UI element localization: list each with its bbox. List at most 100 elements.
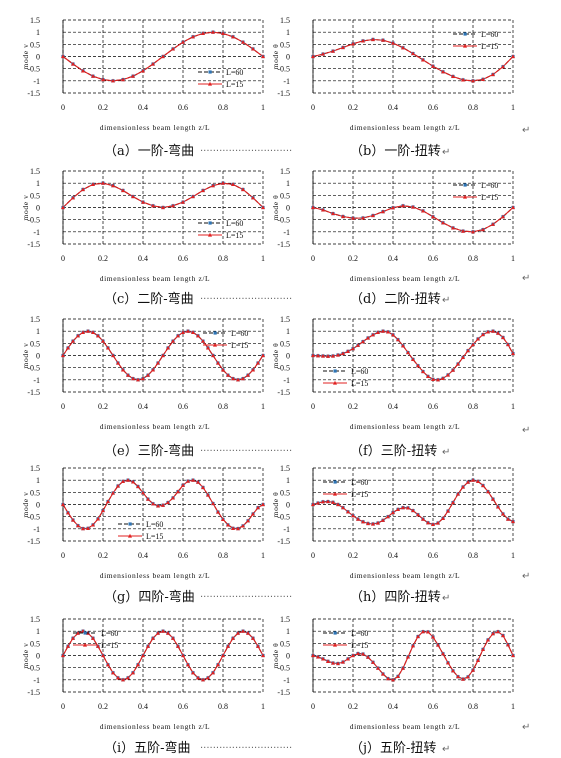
point-L15	[406, 654, 410, 659]
point-L15	[211, 501, 215, 506]
point-L15	[331, 211, 335, 216]
point-L15	[201, 677, 205, 682]
point-L15	[361, 38, 365, 43]
point-L15	[336, 352, 340, 357]
point-L15	[91, 182, 95, 186]
point-L15	[436, 377, 440, 382]
point-L15	[76, 630, 80, 635]
point-L15	[196, 479, 200, 484]
x-tick-label: 0	[61, 551, 65, 560]
point-L15	[196, 675, 200, 680]
y-tick-label: 1.5	[280, 16, 290, 25]
point-L15	[421, 57, 425, 62]
point-L15	[261, 353, 265, 358]
x-tick-label: 0	[311, 551, 315, 560]
point-L15	[131, 74, 135, 78]
point-L15	[231, 376, 235, 381]
point-L15	[406, 350, 410, 355]
point-L15	[151, 203, 155, 208]
point-L15	[181, 199, 185, 204]
x-tick-label: 0.6	[428, 103, 438, 112]
x-tick-label: 1	[261, 254, 265, 263]
legend-marker-L15	[213, 342, 217, 347]
paragraph-mark: ↵	[522, 125, 530, 136]
legend-marker-L60	[333, 480, 337, 484]
point-L15	[356, 343, 360, 347]
point-L15	[231, 34, 235, 39]
y-tick-label: 0.5	[30, 191, 40, 200]
point-L15	[421, 629, 425, 634]
x-tick-label: 0.6	[428, 551, 438, 560]
point-L15	[151, 61, 155, 66]
point-L15	[166, 500, 170, 505]
point-L15	[386, 676, 390, 681]
legend: L=60 L=15	[198, 68, 243, 89]
point-L15	[131, 194, 135, 199]
point-L15	[486, 489, 490, 494]
point-L15	[496, 504, 500, 509]
point-L15	[131, 376, 135, 381]
point-L15	[441, 220, 445, 225]
point-L15	[351, 513, 355, 518]
x-tick-label: 0.6	[178, 254, 188, 263]
point-L15	[61, 653, 65, 658]
point-L15	[146, 373, 150, 377]
caption-e: （e）三阶-弯曲	[104, 443, 194, 459]
point-L15	[61, 502, 65, 507]
legend-label-L15: L=15	[351, 379, 368, 388]
point-L15	[216, 360, 220, 365]
point-L15	[441, 376, 445, 380]
point-L15	[341, 659, 345, 664]
point-L15	[446, 508, 450, 513]
point-L15	[156, 630, 160, 635]
legend-label-L15: L=15	[481, 193, 498, 202]
caption-d: （d）二阶-扭转	[350, 292, 441, 307]
point-L15	[101, 653, 105, 658]
point-L15	[361, 339, 365, 344]
point-L15	[66, 644, 70, 648]
x-axis-label: dimensionless beam length z/L	[100, 722, 211, 731]
chart-f: 1.5 1 0.5 0 -0.5 -1 -1.5 0 0.2 0.4 0.6 0.8 1 mode θ di…	[271, 315, 530, 459]
x-tick-label: 0.8	[468, 702, 478, 711]
point-L15	[106, 499, 110, 504]
point-L15	[396, 674, 400, 679]
point-L15	[126, 477, 130, 482]
x-tick-label: 0.4	[388, 103, 398, 112]
point-L15	[351, 653, 355, 658]
point-L15	[121, 677, 125, 682]
point-L15	[91, 330, 95, 334]
point-L15	[96, 333, 100, 338]
y-tick-label: 0	[36, 652, 40, 661]
point-L15	[376, 330, 380, 334]
y-tick-label: 0	[36, 352, 40, 361]
point-L15	[401, 343, 405, 348]
point-L15	[81, 68, 85, 73]
point-L15	[321, 207, 325, 212]
x-tick-label: 0.8	[468, 551, 478, 560]
point-L15	[376, 520, 380, 525]
point-L15	[491, 328, 495, 333]
x-axis-label: dimensionless beam length z/L	[350, 722, 461, 731]
y-axis-label: mode θ	[271, 492, 280, 518]
point-L15	[336, 661, 340, 666]
x-axis-label: dimensionless beam length z/L	[350, 123, 461, 132]
x-tick-label: 1	[511, 254, 515, 263]
point-L15	[471, 78, 475, 83]
x-tick-label: 0.8	[218, 254, 228, 263]
y-axis-label: mode θ	[271, 44, 280, 70]
y-tick-label: -1.5	[27, 240, 40, 249]
legend-marker-L15	[208, 232, 212, 237]
point-L15	[501, 335, 505, 340]
point-L15	[361, 651, 365, 656]
point-L15	[371, 332, 375, 337]
point-L15	[321, 51, 325, 56]
point-L15	[481, 227, 485, 232]
x-tick-label: 1	[511, 402, 515, 411]
chart-h: 1.5 1 0.5 0 -0.5 -1 -1.5 0 0.2 0.4 0.6 0.8 1 mode θ di…	[271, 464, 530, 605]
dot-leader: ·····························	[200, 592, 292, 603]
x-tick-label: 0.2	[98, 402, 108, 411]
legend-marker-L60	[463, 32, 467, 36]
x-tick-label: 1	[511, 551, 515, 560]
paragraph-mark: ↵	[442, 147, 450, 158]
point-L15	[256, 505, 260, 510]
